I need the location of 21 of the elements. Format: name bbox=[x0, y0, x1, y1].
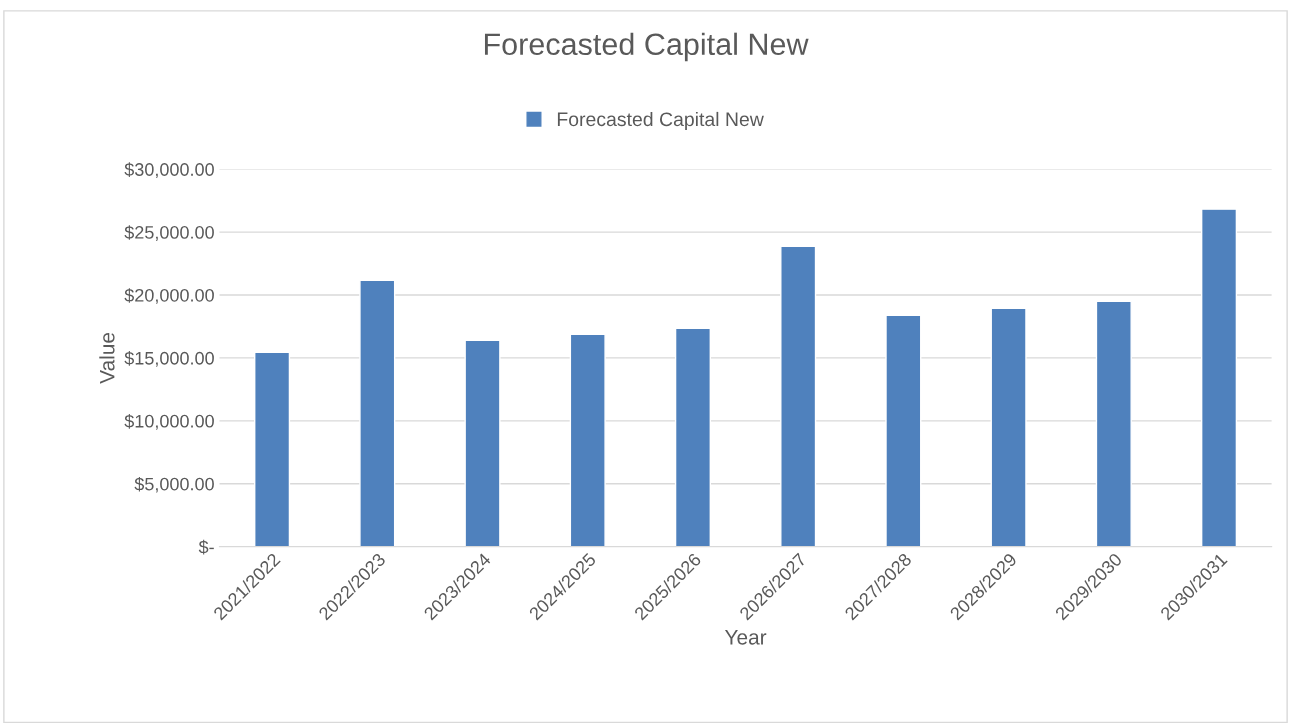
bar bbox=[885, 314, 922, 547]
y-axis-title: Value bbox=[99, 332, 115, 384]
bar bbox=[569, 333, 606, 547]
bar bbox=[359, 279, 396, 547]
x-axis-title: Year bbox=[724, 630, 767, 645]
bar bbox=[464, 339, 501, 547]
bar bbox=[990, 307, 1027, 547]
chart-title: Forecasted Capital New bbox=[484, 32, 809, 62]
y-tick-label: $10,000.00 bbox=[124, 414, 214, 430]
y-tick-label: $15,000.00 bbox=[124, 351, 214, 367]
y-tick-label: $20,000.00 bbox=[124, 288, 214, 304]
bar bbox=[674, 327, 711, 547]
y-tick-label: $30,000.00 bbox=[124, 162, 214, 179]
y-tick-label: $5,000.00 bbox=[134, 476, 214, 493]
y-tick-label: $- bbox=[198, 539, 214, 555]
legend-label: Forecasted Capital New bbox=[557, 111, 764, 131]
bar bbox=[1200, 208, 1238, 547]
bar bbox=[780, 245, 817, 547]
bar bbox=[1095, 300, 1132, 547]
y-tick-label: $25,000.00 bbox=[124, 225, 214, 241]
bar bbox=[254, 351, 291, 547]
